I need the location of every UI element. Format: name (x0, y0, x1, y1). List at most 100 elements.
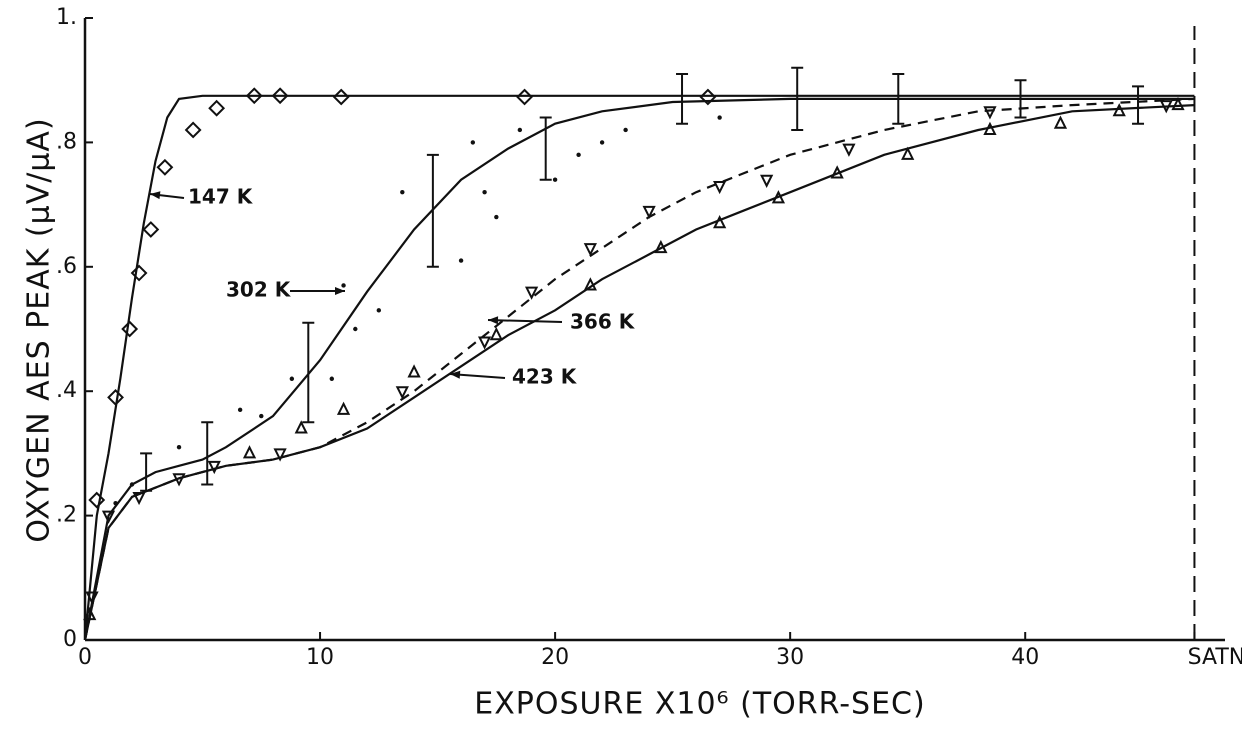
marker-dot (494, 214, 499, 220)
marker-triangle-down (477, 336, 492, 350)
marker-diamond (208, 99, 226, 117)
marker-dot (259, 413, 264, 419)
marker-triangle-up (713, 215, 727, 229)
marker-triangle-down (395, 386, 409, 400)
error-bar (426, 153, 439, 268)
fit-curve (83, 97, 1195, 641)
x-tick-label: 30 (776, 645, 804, 670)
marker-triangle-up (830, 165, 844, 179)
marker-triangle-up (1053, 115, 1068, 129)
marker-diamond (245, 87, 263, 105)
marker-triangle-up (407, 364, 421, 378)
marker-dot (176, 444, 182, 450)
x-tick-label: 0 (78, 645, 92, 670)
marker-dot (237, 407, 243, 413)
annotation-arrowhead (450, 370, 461, 379)
y-tick-label: .4 (56, 378, 77, 403)
marker-dot (576, 152, 581, 158)
y-tick-label: 1. (56, 5, 77, 30)
marker-diamond (121, 320, 139, 338)
annotation-arrowhead (150, 191, 161, 200)
marker-dot (458, 258, 464, 263)
marker-diamond (699, 88, 717, 106)
series-annotation: 423 K (512, 365, 578, 389)
x-tick-label: 40 (1011, 645, 1039, 670)
marker-triangle-up (242, 445, 257, 459)
fit-curve (83, 104, 1195, 641)
error-bar (201, 421, 214, 486)
marker-triangle-up (83, 606, 97, 621)
marker-dot (599, 140, 605, 145)
marker-dot (129, 482, 135, 487)
marker-dot (353, 326, 358, 332)
x-tick-label: SATN (1188, 645, 1242, 670)
marker-triangle-down (842, 143, 856, 157)
x-tick-label: 20 (541, 645, 569, 670)
error-bar (791, 66, 804, 131)
y-tick-label: .2 (56, 503, 77, 528)
marker-diamond (271, 87, 289, 105)
marker-diamond (88, 491, 106, 509)
y-tick-label: .6 (56, 254, 77, 279)
series-annotation: 147 K (188, 185, 254, 209)
marker-triangle-up (654, 239, 668, 254)
marker-dot (470, 140, 476, 145)
marker-triangle-down (207, 460, 221, 475)
y-axis-title: OXYGEN AES PEAK (μV/μA) (22, 117, 57, 542)
error-bar (1132, 85, 1145, 125)
marker-dot (400, 189, 405, 195)
marker-dot (717, 115, 722, 120)
marker-triangle-down (713, 180, 727, 195)
marker-diamond (142, 221, 160, 238)
marker-triangle-down (642, 205, 656, 220)
x-tick-label: 10 (306, 645, 334, 670)
marker-dot (552, 177, 558, 182)
marker-diamond (107, 389, 124, 406)
marker-triangle-down (983, 106, 997, 120)
y-tick-label: 0 (63, 627, 77, 652)
marker-triangle-up (583, 277, 597, 291)
marker-dot (517, 127, 523, 133)
annotation-arrow (487, 319, 563, 323)
marker-diamond (184, 121, 202, 139)
marker-triangle-down (101, 510, 116, 524)
error-bar (892, 72, 905, 125)
marker-dot (482, 189, 487, 195)
marker-triangle-up (336, 401, 351, 415)
marker-diamond (156, 158, 174, 176)
marker-dot (289, 376, 295, 381)
marker-dot (329, 376, 335, 381)
y-tick-label: .8 (56, 129, 77, 154)
marker-triangle-up (1112, 103, 1126, 117)
marker-dot (623, 127, 628, 133)
marker-triangle-down (583, 243, 597, 257)
marker-diamond (516, 88, 533, 106)
error-bar (676, 72, 689, 125)
marker-triangle-up (294, 420, 308, 434)
marker-triangle-up (771, 190, 786, 204)
marker-triangle-up (901, 146, 915, 160)
annotation-arrowhead (488, 316, 499, 325)
x-axis-title: EXPOSURE X10⁶ (TORR-SEC) (474, 687, 925, 722)
fit-curve (83, 97, 1195, 641)
fit-curve (83, 94, 1195, 641)
marker-diamond (130, 264, 148, 282)
marker-triangle-up (1171, 96, 1185, 111)
marker-triangle-down (524, 286, 539, 300)
marker-triangle-down (760, 174, 774, 188)
marker-dot (113, 500, 118, 506)
marker-diamond (332, 88, 350, 106)
series-annotation: 302 K (226, 278, 292, 302)
error-bar (539, 116, 552, 181)
marker-triangle-down (273, 448, 287, 462)
marker-dot (376, 308, 382, 313)
marker-triangle-up (489, 326, 503, 341)
error-bar (140, 452, 153, 492)
annotation-arrowhead (335, 287, 345, 295)
error-bar (1014, 79, 1027, 119)
error-bar (302, 321, 315, 424)
series-annotation: 366 K (570, 310, 636, 334)
marker-triangle-up (983, 121, 997, 135)
marker-dot (341, 283, 346, 288)
